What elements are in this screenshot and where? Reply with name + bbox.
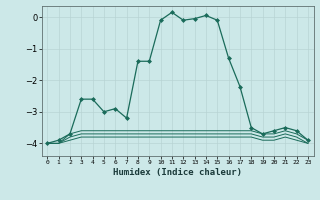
X-axis label: Humidex (Indice chaleur): Humidex (Indice chaleur) xyxy=(113,168,242,177)
